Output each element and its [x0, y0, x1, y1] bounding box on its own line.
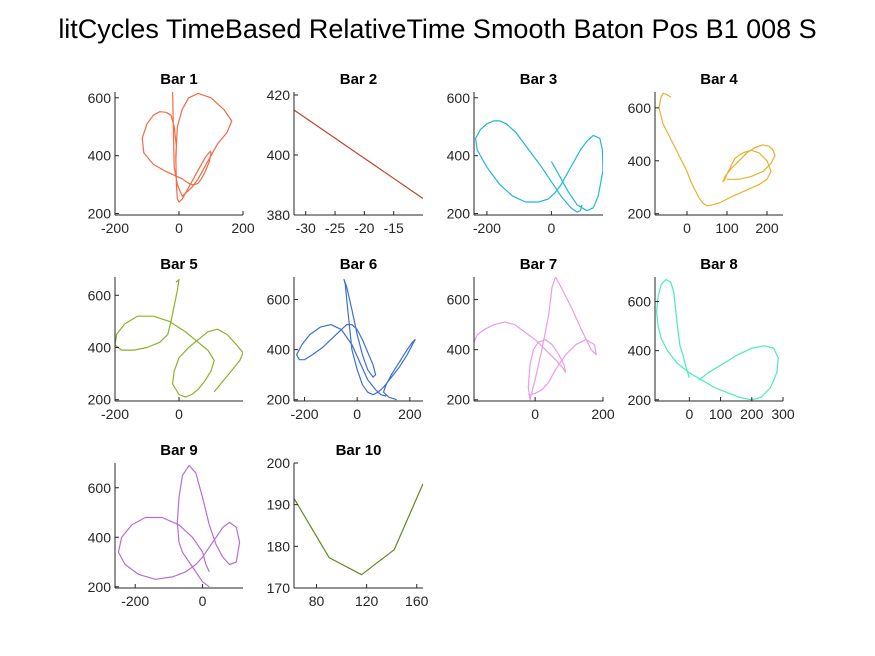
x-tick-label: 0	[353, 406, 361, 422]
y-tick-label: 400	[267, 342, 291, 358]
y-tick-label: 600	[447, 90, 471, 106]
figure-title: litCycles TimeBased RelativeTime Smooth …	[58, 14, 817, 44]
y-tick-label: 600	[447, 292, 471, 308]
subplot-7: 0 200 200 400 600 Bar 7	[447, 256, 615, 422]
subplot-2: -30 -25 -20 -15 380 400 420 Bar 2	[267, 71, 423, 236]
y-tick-label: 400	[267, 147, 291, 163]
x-tick-label: -20	[354, 220, 374, 236]
y-tick-label: 400	[628, 153, 652, 169]
y-tick-label: 190	[267, 497, 291, 513]
x-tick-label: 200	[398, 406, 422, 422]
series-line-4-1	[658, 92, 776, 207]
y-tick-label: 400	[88, 529, 112, 545]
y-tick-label: 200	[267, 392, 291, 408]
x-tick-label: 0	[685, 406, 693, 422]
subplot-title: Bar 5	[160, 256, 198, 273]
series-line-2-1	[294, 109, 423, 199]
x-tick-label: -200	[473, 220, 501, 236]
y-tick-label: 400	[628, 343, 652, 359]
x-tick-label: 80	[309, 593, 325, 609]
x-tick-label: 0	[175, 220, 183, 236]
subplot-title: Bar 6	[340, 256, 378, 273]
y-tick-label: 200	[447, 206, 471, 222]
y-tick-label: 400	[88, 339, 112, 355]
subplot-title: Bar 4	[700, 71, 738, 88]
y-tick-label: 600	[88, 480, 112, 496]
subplot-9: -200 0 200 400 600 Bar 9	[88, 442, 243, 609]
x-tick-label: 0	[199, 593, 207, 609]
y-tick-label: 400	[447, 148, 471, 164]
y-tick-label: 200	[628, 392, 652, 408]
x-tick-label: 0	[531, 406, 539, 422]
subplot-title: Bar 10	[336, 442, 382, 459]
y-tick-label: 600	[267, 292, 291, 308]
x-tick-label: -200	[121, 593, 149, 609]
subplot-3: -200 0 200 400 600 Bar 3	[447, 71, 603, 236]
x-tick-label: 200	[231, 220, 255, 236]
y-tick-label: 600	[88, 90, 112, 106]
subplot-8: 0 100 200 300 200 400 600 Bar 8	[628, 256, 795, 422]
x-tick-label: -200	[291, 406, 319, 422]
y-tick-label: 170	[267, 580, 291, 596]
x-tick-label: 200	[755, 220, 779, 236]
y-tick-label: 200	[628, 206, 652, 222]
subplot-title: Bar 8	[700, 256, 738, 273]
x-tick-label: 0	[683, 220, 691, 236]
y-tick-label: 600	[628, 100, 652, 116]
y-tick-label: 200	[88, 206, 112, 222]
y-tick-label: 400	[447, 342, 471, 358]
subplot-4: 0 100 200 200 400 600 Bar 4	[628, 71, 783, 236]
y-tick-label: 200	[447, 392, 471, 408]
series-line-10-1	[294, 483, 423, 576]
x-tick-label: 0	[175, 406, 183, 422]
y-tick-label: 200	[88, 392, 112, 408]
series-line-5-1	[115, 279, 243, 398]
series-line-3-1	[475, 120, 603, 213]
x-tick-label: 100	[715, 220, 739, 236]
x-tick-label: 200	[740, 406, 764, 422]
series-line-1-1	[141, 92, 233, 203]
subplot-10: 80 120 160 170 180 190 200 Bar 10	[267, 442, 429, 609]
series-line-7-1	[474, 277, 597, 401]
subplot-6: -200 0 200 200 400 600 Bar 6	[267, 256, 423, 422]
subplot-title: Bar 7	[520, 256, 558, 273]
subplot-1: -200 0 200 200 400 600 Bar 1	[88, 71, 255, 236]
y-tick-label: 420	[267, 87, 291, 103]
x-tick-label: 200	[591, 406, 615, 422]
series-line-8-1	[655, 278, 779, 401]
x-tick-label: 160	[405, 593, 429, 609]
y-tick-label: 200	[267, 455, 291, 471]
subplot-title: Bar 2	[340, 71, 378, 88]
subplot-5: -200 0 200 400 600 Bar 5	[88, 256, 243, 422]
subplot-title: Bar 1	[160, 71, 198, 88]
series-line-9-1	[117, 464, 241, 588]
y-tick-label: 600	[628, 294, 652, 310]
x-tick-label: -200	[101, 406, 129, 422]
x-tick-label: -30	[296, 220, 316, 236]
subplot-title: Bar 9	[160, 442, 198, 459]
y-tick-label: 200	[88, 579, 112, 595]
x-tick-label: -200	[101, 220, 129, 236]
series-line-6-1	[296, 278, 416, 401]
x-tick-label: 100	[709, 406, 733, 422]
x-tick-label: 120	[355, 593, 379, 609]
x-tick-label: -15	[384, 220, 404, 236]
x-tick-label: 0	[548, 220, 556, 236]
y-tick-label: 600	[88, 287, 112, 303]
y-tick-label: 180	[267, 538, 291, 554]
subplot-title: Bar 3	[520, 71, 558, 88]
x-tick-label: -25	[325, 220, 345, 236]
y-tick-label: 380	[267, 207, 291, 223]
y-tick-label: 400	[88, 148, 112, 164]
x-tick-label: 300	[771, 406, 795, 422]
